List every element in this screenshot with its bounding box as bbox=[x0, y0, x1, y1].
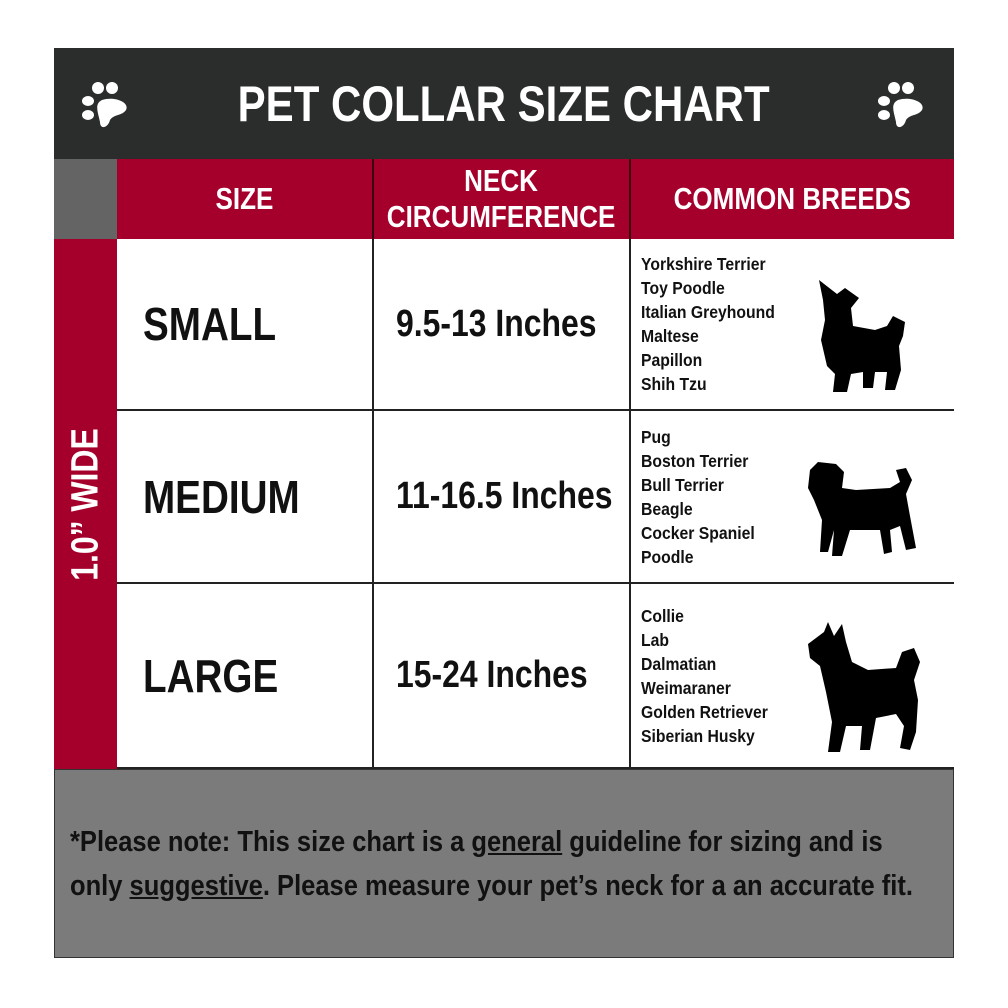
width-label: 1.0” WIDE bbox=[64, 427, 107, 581]
column-header-size: SIZE bbox=[117, 159, 374, 239]
size-small: SMALL bbox=[117, 239, 374, 411]
footer-note-panel bbox=[54, 769, 954, 958]
husky-silhouette bbox=[808, 622, 920, 752]
pug-silhouette bbox=[808, 462, 916, 556]
neck-medium: 11-16.5 Inches bbox=[374, 411, 631, 584]
corner-cell bbox=[54, 159, 117, 239]
sizing-note: *Please note: This size chart is a gener… bbox=[70, 826, 913, 902]
size-large: LARGE bbox=[117, 584, 374, 769]
paw-print-icon bbox=[878, 82, 923, 128]
neck-small: 9.5-13 Inches bbox=[374, 239, 631, 411]
paw-print-icon bbox=[82, 82, 127, 128]
chart-title: PET COLLAR SIZE CHART bbox=[237, 75, 770, 132]
size-medium: MEDIUM bbox=[117, 411, 374, 584]
neck-large: 15-24 Inches bbox=[374, 584, 631, 769]
column-header-neck: NECK CIRCUMFERENCE bbox=[374, 159, 631, 239]
yorkshire-terrier-silhouette bbox=[819, 280, 905, 392]
width-label-band bbox=[54, 239, 117, 769]
column-header-breeds: COMMON BREEDS bbox=[631, 159, 954, 239]
header-bar bbox=[54, 48, 954, 159]
